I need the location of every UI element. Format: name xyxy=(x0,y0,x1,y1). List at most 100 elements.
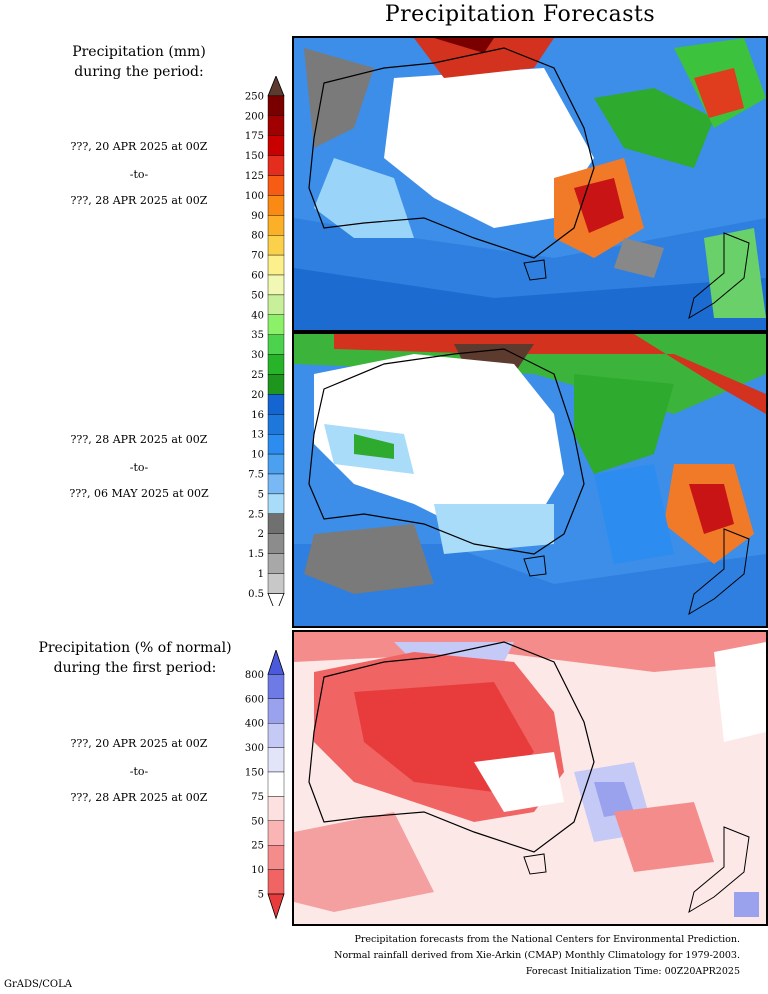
colorbar-tick-label: 150 xyxy=(245,768,264,779)
colorbar-swatch xyxy=(267,354,285,375)
colorbar-swatch xyxy=(267,95,285,116)
precip-colorbar: 2502001751501251009080706050403530252016… xyxy=(245,76,285,606)
colorbar-swatch xyxy=(267,453,285,475)
colorbar-tick-label: 10 xyxy=(251,450,264,461)
colorbar-tick-label: 30 xyxy=(251,350,264,361)
colorbar-top-arrow xyxy=(267,650,285,675)
colorbar-swatch xyxy=(267,274,285,296)
colorbar-swatch xyxy=(267,314,285,335)
colorbar-tick-label: 25 xyxy=(251,841,264,852)
colorbar-bottom-arrow xyxy=(267,593,285,606)
credit-label: GrADS/COLA xyxy=(4,979,72,990)
precip-heading-line2: during the period: xyxy=(74,64,204,80)
colorbar-swatch xyxy=(267,115,285,136)
colorbar-tick-label: 0.5 xyxy=(248,589,264,600)
colorbar-tick-label: 175 xyxy=(245,131,264,142)
colorbar-tick-label: 16 xyxy=(251,410,264,421)
pct-heading: Precipitation (% of normal) during the f… xyxy=(0,638,270,678)
colorbar-tick-label: 125 xyxy=(245,171,264,182)
footer-line3: Forecast Initialization Time: 00Z20APR20… xyxy=(525,966,740,977)
colorbar-tick-label: 25 xyxy=(251,370,264,381)
colorbar-swatch xyxy=(267,722,285,748)
period1-start: ???, 20 APR 2025 at 00Z xyxy=(70,140,208,153)
colorbar-swatch xyxy=(267,820,285,846)
colorbar-swatch xyxy=(267,294,285,315)
pct-heading-line2: during the first period: xyxy=(53,660,217,676)
colorbar-swatch xyxy=(267,155,285,176)
colorbar-tick-label: 70 xyxy=(251,251,264,262)
colorbar-swatch xyxy=(267,254,285,276)
period1-sep: -to- xyxy=(129,168,149,181)
colorbar-swatch xyxy=(267,434,285,455)
colorbar-tick-label: 600 xyxy=(245,694,264,705)
pct-period-sep: -to- xyxy=(129,765,149,778)
colorbar-swatch xyxy=(267,195,285,216)
colorbar-tick-label: 90 xyxy=(251,211,264,222)
colorbar-tick-label: 100 xyxy=(245,191,264,202)
colorbar-tick-label: 300 xyxy=(245,743,264,754)
colorbar-swatch xyxy=(267,698,285,724)
colorbar-swatch xyxy=(267,553,285,574)
pct-period-end: ???, 28 APR 2025 at 00Z xyxy=(70,791,208,804)
precip-heading-line1: Precipitation (mm) xyxy=(72,44,206,60)
map-panel-pct-normal xyxy=(292,630,768,926)
colorbar-top-arrow xyxy=(267,76,285,97)
colorbar-swatch xyxy=(267,135,285,156)
colorbar-tick-label: 7.5 xyxy=(248,470,264,481)
colorbar-swatch xyxy=(267,844,285,870)
colorbar-tick-label: 40 xyxy=(251,310,264,321)
pct-colorbar: 800 600 400 300 150 75 50 25 10 5 xyxy=(245,650,285,920)
colorbar-swatch xyxy=(267,747,285,773)
map-panel-period2 xyxy=(292,332,768,628)
colorbar-swatch xyxy=(267,674,285,699)
colorbar-swatch xyxy=(267,473,285,495)
colorbar-tick-label: 50 xyxy=(251,816,264,827)
colorbar-tick-label: 13 xyxy=(251,430,264,441)
colorbar-swatch xyxy=(267,414,285,435)
colorbar-swatch xyxy=(267,374,285,395)
colorbar-swatch xyxy=(267,533,285,554)
colorbar-swatch xyxy=(267,234,285,256)
colorbar-swatch xyxy=(267,334,285,355)
colorbar-tick-label: 20 xyxy=(251,390,264,401)
precip-heading: Precipitation (mm) during the period: xyxy=(4,42,274,82)
colorbar-tick-label: 250 xyxy=(245,91,264,102)
colorbar-tick-label: 80 xyxy=(251,231,264,242)
colorbar-swatch xyxy=(267,215,285,236)
footer: Precipitation forecasts from the Nationa… xyxy=(334,932,740,980)
colorbar-tick-label: 2.5 xyxy=(248,509,264,520)
footer-line1: Precipitation forecasts from the Nationa… xyxy=(354,934,741,945)
pct-heading-line1: Precipitation (% of normal) xyxy=(38,640,232,656)
colorbar-tick-label: 10 xyxy=(251,865,264,876)
map-panel-period1 xyxy=(292,36,768,332)
colorbar-tick-label: 200 xyxy=(245,111,264,122)
colorbar-bottom-arrow xyxy=(267,893,285,920)
colorbar-swatch xyxy=(267,175,285,196)
period2-start: ???, 28 APR 2025 at 00Z xyxy=(70,433,208,446)
colorbar-tick-label: 400 xyxy=(245,719,264,730)
period2-end: ???, 06 MAY 2025 at 00Z xyxy=(69,487,209,500)
colorbar-tick-label: 150 xyxy=(245,151,264,162)
colorbar-swatch xyxy=(267,513,285,534)
colorbar-swatch xyxy=(267,869,285,895)
pct-period-start: ???, 20 APR 2025 at 00Z xyxy=(70,737,208,750)
colorbar-tick-label: 5 xyxy=(258,489,264,500)
colorbar-tick-label: 60 xyxy=(251,271,264,282)
colorbar-swatch xyxy=(267,796,285,821)
colorbar-tick-label: 75 xyxy=(251,792,264,803)
colorbar-tick-label: 1.5 xyxy=(248,549,264,560)
colorbar-swatch xyxy=(267,573,285,594)
colorbar-swatch xyxy=(267,394,285,415)
colorbar-swatch xyxy=(267,771,285,797)
colorbar-tick-label: 800 xyxy=(245,670,264,681)
colorbar-tick-label: 2 xyxy=(258,529,264,540)
period1-end: ???, 28 APR 2025 at 00Z xyxy=(70,194,208,207)
colorbar-tick-label: 35 xyxy=(251,330,264,341)
footer-line2: Normal rainfall derived from Xie-Arkin (… xyxy=(334,950,740,961)
colorbar-tick-label: 1 xyxy=(258,569,264,580)
colorbar-tick-label: 5 xyxy=(258,890,264,901)
page-title: Precipitation Forecasts xyxy=(384,2,656,27)
colorbar-tick-label: 50 xyxy=(251,290,264,301)
period2-sep: -to- xyxy=(129,461,149,474)
colorbar-swatch xyxy=(267,493,285,514)
